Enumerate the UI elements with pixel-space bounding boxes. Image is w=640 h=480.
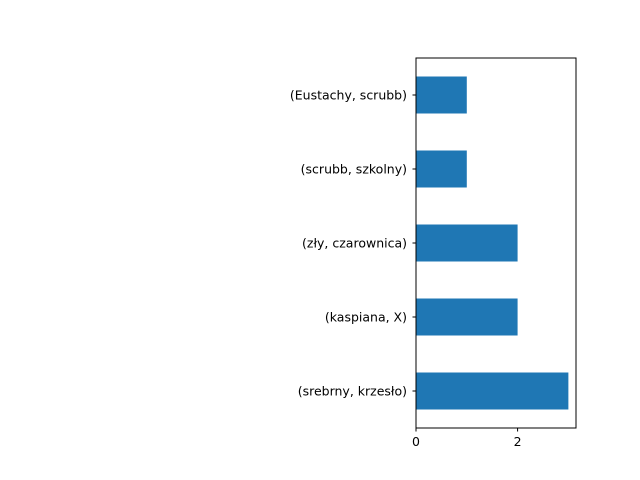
x-tick-label: 0 xyxy=(412,434,420,449)
y-tick-label: (kaspiana, X) xyxy=(325,310,407,325)
y-tick-label: (zły, czarownica) xyxy=(302,236,407,251)
x-tick-label: 2 xyxy=(514,434,522,449)
bars-layer xyxy=(416,76,569,410)
y-tick-label: (scrubb, szkolny) xyxy=(301,162,407,177)
y-tick-label: (srebrny, krzesło) xyxy=(298,384,407,399)
bar xyxy=(416,150,467,188)
y-tick-label: (Eustachy, scrubb) xyxy=(290,88,407,103)
bar xyxy=(416,76,467,114)
bar xyxy=(416,372,569,410)
y-axis: (srebrny, krzesło) (kaspiana, X) (zły, cza… xyxy=(290,88,416,399)
bar xyxy=(416,224,518,262)
bar xyxy=(416,298,518,336)
